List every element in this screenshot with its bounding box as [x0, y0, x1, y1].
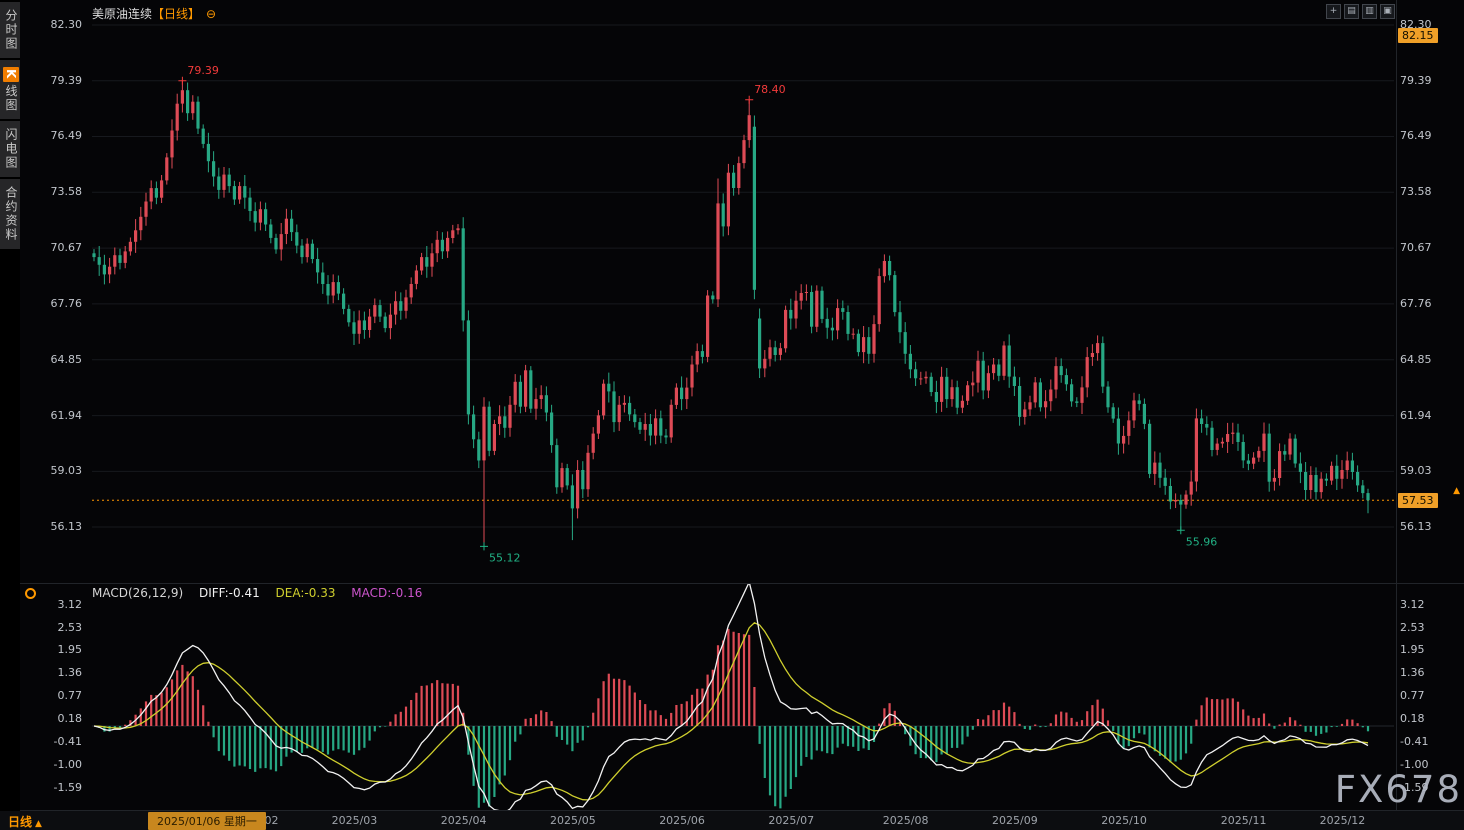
- sidebar-item-contract-info[interactable]: 合约资料: [0, 179, 20, 250]
- time-axis-label: 2025/06: [659, 814, 705, 827]
- period-title: 【日线】: [152, 7, 201, 21]
- chart-settings-icon[interactable]: ⊖: [206, 7, 217, 21]
- last-price-badge: 57.53: [1398, 493, 1438, 509]
- time-axis-label: 2025/11: [1220, 814, 1267, 827]
- price-chart-canvas[interactable]: 79.39 78.40 55.12 55.96: [0, 0, 1464, 583]
- selected-date-label: 2025/01/06 星期一: [148, 812, 266, 830]
- chart-style-icon[interactable]: ▥: [1362, 4, 1377, 19]
- watermark: FX678: [1334, 768, 1462, 811]
- indicator-dot-icon[interactable]: [25, 588, 36, 599]
- macd-macd-value: MACD:-0.16: [351, 586, 423, 600]
- kline-view-icon[interactable]: ▤: [1344, 4, 1359, 19]
- period-selector-label: 日线: [8, 815, 33, 829]
- latest-price-arrow-icon[interactable]: ▲: [1453, 486, 1460, 497]
- symbol-title: 美原油连续: [92, 7, 153, 21]
- time-axis-label: 2025/04: [440, 814, 487, 827]
- time-axis-label: 2025/10: [1101, 814, 1147, 827]
- time-axis-label: 2025/07: [768, 814, 815, 827]
- sidebar-item-timeshare-chart[interactable]: 分时图: [0, 2, 20, 58]
- chart-toolbar: + ▤ ▥ ▣: [1326, 4, 1395, 19]
- sidebar-item-lightning-chart[interactable]: 闪电图: [0, 121, 20, 178]
- range-high-badge: 82.15: [1398, 28, 1438, 43]
- maximize-icon[interactable]: ▣: [1380, 4, 1395, 19]
- sidebar-item-label: 分时图: [4, 9, 18, 51]
- time-axis-bar: 日线▲ 2025/022025/032025/042025/052025/062…: [0, 811, 1464, 830]
- sidebar-item-label: 闪电图: [4, 128, 18, 171]
- svg-text:79.39: 79.39: [187, 64, 219, 77]
- macd-header: MACD(26,12,9) DIFF:-0.41 DEA:-0.33 MACD:…: [92, 586, 434, 600]
- time-axis-label: 2025/12: [1319, 814, 1366, 827]
- time-axis-label: 2025/03: [331, 814, 378, 827]
- chart-titlebar: 美原油连续【日线】 ⊖: [92, 5, 216, 22]
- chevron-up-icon: ▲: [35, 819, 42, 829]
- svg-text:78.40: 78.40: [754, 83, 786, 96]
- sidebar-item-kline-chart[interactable]: K线图: [0, 60, 20, 120]
- panel-separator: [0, 583, 1464, 584]
- kline-selected-badge: K: [3, 67, 19, 83]
- sidebar-item-label: 合约资料: [4, 186, 18, 243]
- add-window-icon[interactable]: +: [1326, 4, 1341, 19]
- svg-text:55.12: 55.12: [489, 551, 521, 564]
- macd-dea-value: DEA:-0.33: [275, 586, 336, 600]
- time-axis-label: 2025/05: [550, 814, 596, 827]
- sidebar: 分时图 K线图 闪电图 合约资料: [0, 0, 20, 830]
- macd-chart-canvas[interactable]: [0, 583, 1464, 810]
- time-axis-label: 2025/09: [992, 814, 1038, 827]
- axis-separator: [1396, 0, 1397, 810]
- timebar-separator: [0, 810, 1464, 811]
- svg-text:55.96: 55.96: [1186, 535, 1218, 548]
- sidebar-item-label: 线图: [4, 84, 18, 113]
- period-selector[interactable]: 日线 ▲: [8, 813, 42, 830]
- time-axis-label: 2025/08: [882, 814, 929, 827]
- macd-params-label: MACD(26,12,9): [92, 586, 184, 600]
- macd-diff-value: DIFF:-0.41: [198, 586, 260, 600]
